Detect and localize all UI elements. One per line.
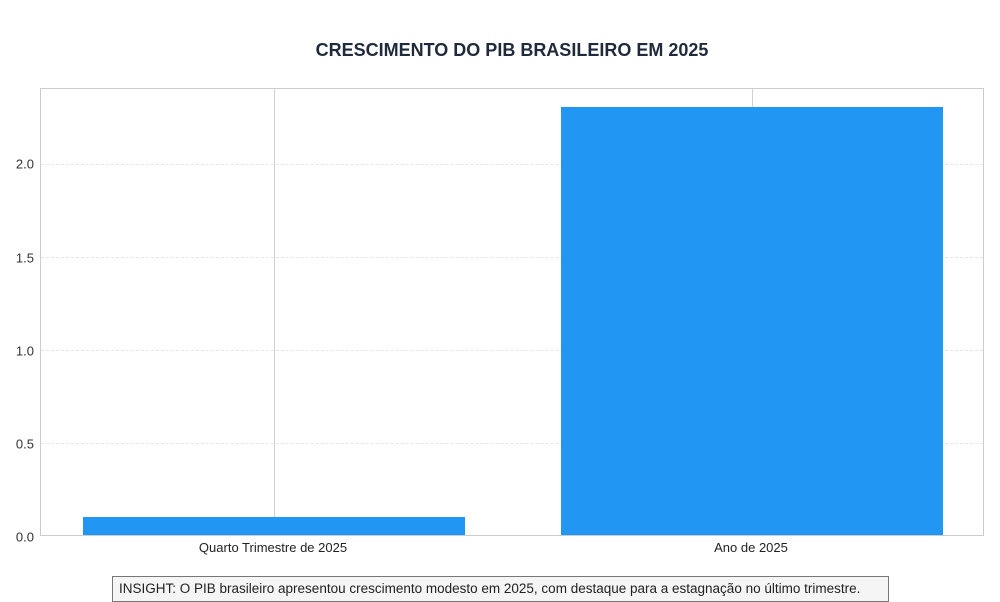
ytick-label: 0.5 <box>15 436 34 452</box>
gridline-1.0 <box>41 350 983 351</box>
gridline-1.5 <box>41 257 983 258</box>
xtick-label: Ano de 2025 <box>714 540 788 555</box>
ytick-label: 2.0 <box>15 156 34 172</box>
insight-annotation: INSIGHT: O PIB brasileiro apresentou cre… <box>112 576 889 602</box>
gridline-2.0 <box>41 164 983 165</box>
ytick-label: 0.0 <box>15 529 34 545</box>
plot-area <box>40 88 984 536</box>
ytick-label: 1.5 <box>15 250 34 266</box>
chart-title: CRESCIMENTO DO PIB BRASILEIRO EM 2025 <box>315 40 709 60</box>
bar-quarto-trimestre <box>83 517 465 535</box>
bar-ano-2025 <box>561 107 943 535</box>
gridline-0.5 <box>41 443 983 444</box>
vgridline-1 <box>274 89 275 535</box>
ytick-label: 1.0 <box>15 343 34 359</box>
xtick-label: Quarto Trimestre de 2025 <box>198 540 348 555</box>
